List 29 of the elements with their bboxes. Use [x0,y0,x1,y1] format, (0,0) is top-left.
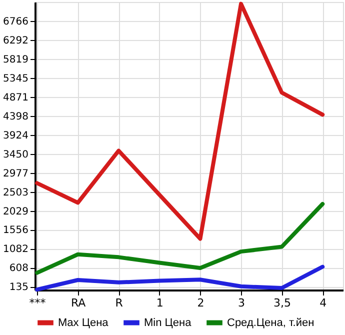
y-tick-label: 4398 [3,111,28,122]
x-tick-label: RA [70,296,86,310]
y-tick-label: 6292 [3,36,28,47]
y-tick-label: 2977 [3,168,28,180]
y-tick-label: 608 [9,263,28,274]
y-tick-label: 3924 [3,130,28,142]
y-tick-label: 135 [9,282,28,294]
y-tick-label: 3450 [3,149,28,160]
x-tick-label: 1 [156,296,164,310]
x-tick-label: *** [29,296,46,310]
x-tick-label: 3 [238,296,246,310]
y-tick-label: 5819 [3,54,28,66]
legend-label: Сред.Цена, т.йен [227,316,314,329]
y-tick-label: 6766 [3,16,28,28]
x-tick-label: 4 [320,296,327,310]
legend-label: Min Цена [144,316,192,329]
legend-label: Max Цена [58,316,110,329]
y-tick-label: 4871 [3,92,28,104]
x-tick-label: 3,5 [274,296,292,310]
y-tick-label: 2029 [3,206,28,218]
line-series [35,2,325,241]
line-series [35,202,325,275]
y-tick-label: 1082 [3,244,28,256]
y-tick-label: 1556 [3,225,28,236]
x-tick-label: 2 [197,296,204,310]
y-tick-label: 5345 [3,74,28,85]
line-series [35,264,325,292]
x-tick-label: R [115,296,124,310]
y-tick-label: 2503 [3,187,28,198]
